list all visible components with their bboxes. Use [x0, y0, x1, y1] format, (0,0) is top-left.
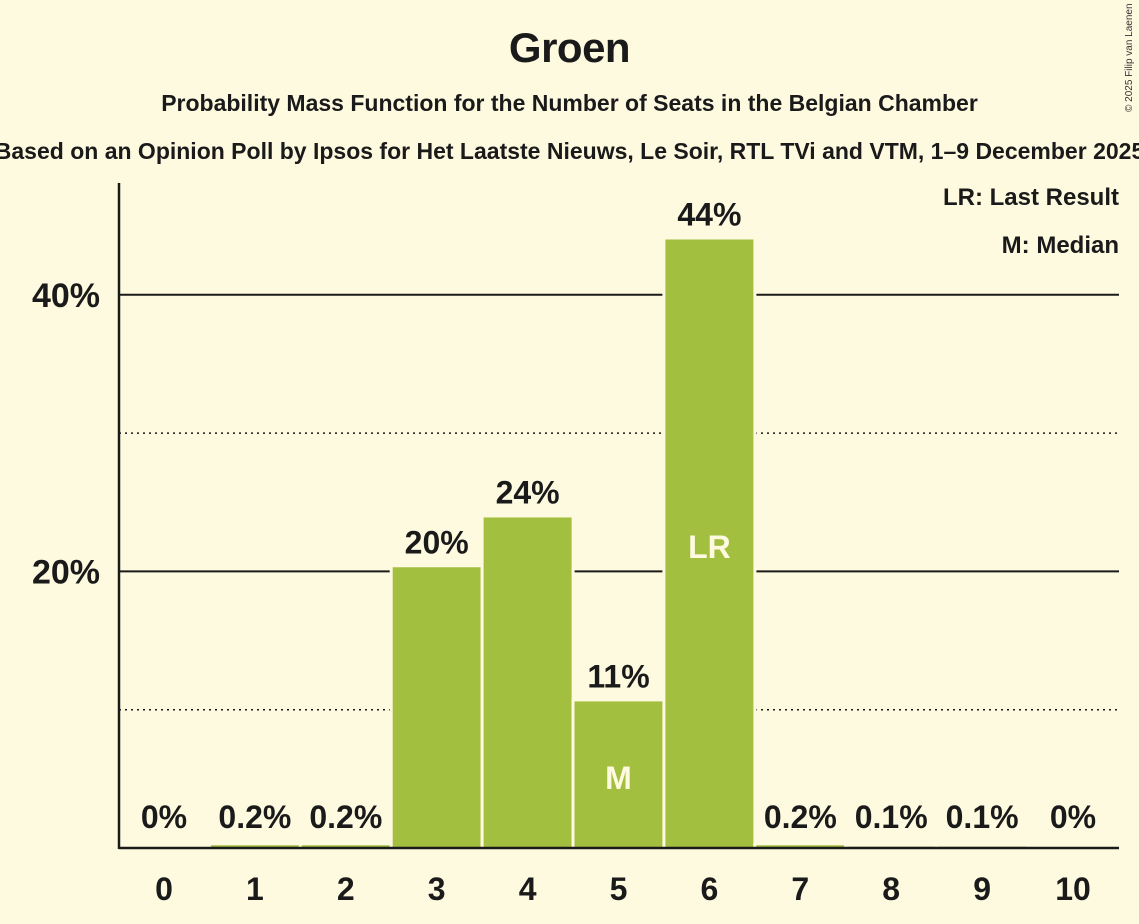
chart-subtitle: Probability Mass Function for the Number… [161, 90, 978, 116]
bar-value-label: 0% [141, 799, 187, 835]
x-tick-label: 3 [428, 871, 446, 907]
bar-seats-2 [301, 845, 390, 848]
legend-median: M: Median [1001, 232, 1119, 259]
chart-source-line: Based on an Opinion Poll by Ipsos for He… [0, 138, 1139, 165]
legend-last-result: LR: Last Result [942, 184, 1119, 211]
x-tick-label: 4 [519, 871, 537, 907]
bar-value-label: 0.2% [218, 799, 291, 835]
bar-value-label: 0.1% [855, 799, 928, 835]
bar-value-label: 0.1% [946, 799, 1019, 835]
y-tick-label: 20% [32, 553, 100, 591]
bar-value-label: 20% [405, 524, 469, 560]
bar-value-label: 0.2% [309, 799, 382, 835]
chart-title: Groen [508, 24, 631, 71]
bar-seats-7 [756, 845, 845, 848]
chart-source-text: Based on an Opinion Poll by Ipsos for He… [0, 138, 1139, 164]
bar-value-label: 11% [587, 658, 649, 694]
x-tick-label: 9 [973, 871, 991, 907]
bar-value-label: 44% [677, 196, 741, 232]
bar-seats-5 [574, 701, 663, 848]
x-tick-label: 1 [246, 871, 264, 907]
y-tick-label: 40% [32, 277, 100, 315]
bar-seats-3 [392, 567, 481, 848]
bar-seats-4 [483, 517, 572, 848]
bar-seats-6 [665, 239, 754, 849]
median-marker: M [605, 760, 632, 796]
bar-seats-1 [210, 845, 299, 848]
bar-value-label: 24% [496, 474, 560, 510]
x-tick-label: 6 [701, 871, 719, 907]
last-result-marker: LR [688, 529, 731, 565]
x-tick-label: 0 [155, 871, 173, 907]
bar-value-label: 0.2% [764, 799, 837, 835]
x-tick-label: 2 [337, 871, 355, 907]
bar-value-label: 0% [1050, 799, 1096, 835]
x-tick-label: 7 [791, 871, 809, 907]
x-tick-label: 8 [882, 871, 900, 907]
x-tick-label: 5 [610, 871, 628, 907]
x-tick-label: 10 [1055, 871, 1091, 907]
